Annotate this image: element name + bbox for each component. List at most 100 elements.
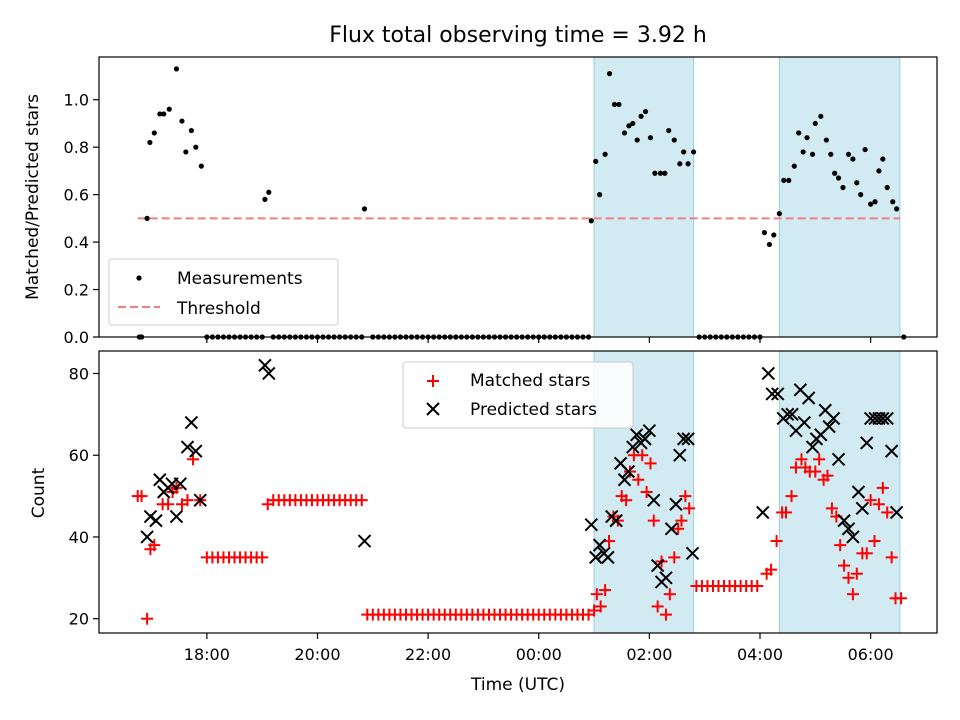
matched-star-point — [162, 498, 175, 511]
matched-star-point — [834, 539, 847, 552]
predicted-star-stroke-b — [140, 530, 154, 544]
predicted-star-stroke-b — [169, 509, 184, 524]
measurement-point — [850, 156, 856, 162]
predicted-star-stroke-b — [647, 493, 661, 507]
measurement-point — [835, 175, 842, 181]
predicted-star-stroke-b — [831, 452, 846, 467]
measurement-point — [652, 170, 658, 176]
measurement-point — [776, 211, 782, 217]
predicted-star-stroke-b — [589, 550, 603, 565]
matched-star-point — [148, 539, 161, 552]
predicted-star-point — [676, 432, 691, 446]
predicted-star-point — [592, 538, 607, 552]
predicted-star-point — [140, 530, 154, 544]
bottom-y-tick-label: 60 — [69, 446, 89, 465]
measurement-point — [858, 192, 864, 198]
predicted-star-point — [601, 550, 615, 565]
bottom-y-tick-label: 80 — [69, 364, 89, 383]
legend-matched-marker — [427, 375, 439, 387]
measurement-point — [166, 106, 172, 112]
measurement-point — [634, 137, 640, 143]
measurement-point — [804, 135, 810, 141]
legend-matched-label: Matched stars — [470, 371, 590, 391]
measurement-point — [173, 66, 180, 72]
measurement-point — [262, 196, 268, 202]
predicted-star-stroke-b — [685, 546, 700, 561]
matched-star-point — [141, 612, 154, 625]
measurement-point — [854, 180, 860, 186]
predicted-star-point — [801, 391, 816, 405]
predicted-star-stroke-b — [262, 366, 276, 381]
predicted-star-stroke-b — [860, 436, 874, 450]
measurement-point — [616, 101, 622, 108]
matched-star-point — [765, 563, 778, 576]
matched-star-point — [135, 490, 148, 503]
predicted-star-point — [841, 522, 856, 536]
chart-title: Flux total observing time = 3.92 h — [329, 23, 707, 48]
measurement-point — [766, 241, 773, 248]
measurement-point — [147, 139, 153, 146]
measurement-point — [151, 130, 157, 136]
predicted-star-point — [876, 411, 890, 426]
predicted-star-point — [180, 440, 195, 454]
top-panel: 0.0 0.2 0.4 0.6 0.8 1.0 Matched/Predicted sta… — [23, 56, 938, 347]
predicted-star-point — [669, 497, 683, 511]
predicted-star-stroke-b — [818, 403, 832, 417]
top-x-axis-ticks — [206, 337, 872, 343]
predicted-star-point — [761, 366, 776, 381]
predicted-star-point — [837, 513, 851, 528]
predicted-star-stroke-b — [837, 513, 851, 528]
predicted-star-stroke-b — [189, 444, 203, 458]
predicted-star-stroke-b — [765, 387, 779, 401]
predicted-star-stroke-b — [153, 473, 167, 487]
matched-star-point — [795, 453, 808, 466]
predicted-star-point — [681, 432, 695, 446]
matched-star-point — [588, 604, 601, 617]
matched-star-point — [895, 592, 908, 605]
matched-star-point — [872, 498, 885, 511]
matched-star-point — [675, 514, 688, 527]
predicted-star-point — [685, 546, 700, 561]
predicted-star-stroke-b — [676, 432, 691, 446]
top-panel-frame — [98, 56, 938, 338]
predicted-star-stroke-b — [592, 538, 607, 552]
matched-star-point — [599, 584, 612, 597]
predicted-star-stroke-b — [761, 366, 776, 381]
predicted-star-stroke-b — [626, 440, 640, 454]
measurement-point — [266, 189, 272, 195]
predicted-star-stroke-b — [629, 428, 644, 442]
top-y-tick-label: 0.0 — [64, 328, 89, 347]
measurement-point — [872, 199, 878, 205]
predicted-star-stroke-b — [780, 407, 795, 422]
predicted-star-stroke-b — [770, 387, 785, 401]
matched-star-point — [751, 580, 764, 592]
predicted-star-stroke-b — [193, 493, 207, 507]
top-y-tick-label: 0.6 — [64, 186, 89, 205]
predicted-star-point — [822, 419, 836, 434]
measurement-point — [818, 113, 824, 119]
matched-star-point — [868, 535, 881, 548]
matched-star-point — [640, 486, 653, 498]
top-y-tick-label: 0.2 — [64, 281, 89, 300]
matched-star-point — [644, 457, 657, 470]
predicted-star-stroke-b — [180, 440, 195, 454]
predicted-star-point — [770, 387, 785, 401]
predicted-star-stroke-b — [851, 485, 866, 499]
matched-star-point — [181, 494, 194, 507]
predicted-star-point — [785, 407, 799, 422]
legend-measurements-marker — [136, 275, 142, 281]
predicted-star-stroke-b — [258, 358, 272, 373]
measurement-point — [183, 149, 189, 155]
measurement-point — [179, 118, 185, 124]
predicted-star-point — [673, 448, 687, 462]
matched-star-point — [876, 481, 889, 494]
measurement-point — [800, 149, 806, 155]
predicted-star-point — [860, 436, 874, 450]
measurement-point — [647, 135, 654, 141]
predicted-star-stroke-b — [638, 432, 652, 446]
measurement-point — [868, 201, 874, 207]
legend-measurements-label: Measurements — [177, 269, 303, 289]
predicted-star-point — [642, 423, 657, 438]
measurement-point — [845, 151, 852, 157]
measurement-point — [626, 123, 632, 129]
